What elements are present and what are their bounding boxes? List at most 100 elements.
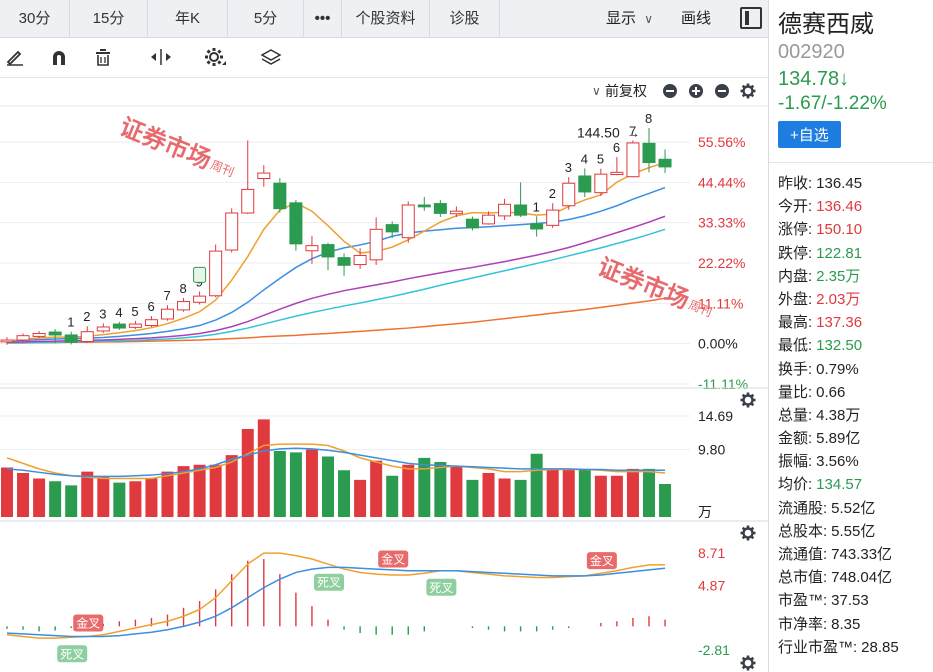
candle-body — [578, 175, 592, 193]
tab-15min[interactable]: 15分 — [70, 0, 148, 38]
macd-axis-label: 4.87 — [698, 577, 725, 593]
stat-label: 涨停: — [778, 221, 813, 239]
zoom-out-icon[interactable] — [663, 84, 677, 98]
price-axis-label: 11.11% — [698, 295, 743, 311]
gear-icon[interactable] — [740, 525, 756, 541]
cross-badge-label: 金叉 — [590, 553, 614, 568]
stat-row: 外盘: 2.03万 — [778, 288, 899, 311]
panel-toggle-icon[interactable] — [740, 7, 762, 29]
volume-bar — [530, 453, 543, 517]
stat-label: 总量: — [778, 406, 813, 424]
volume-ma2-line — [6, 447, 666, 478]
candle-body — [112, 323, 126, 329]
volume-bar — [273, 450, 286, 517]
candle-count-label: 2 — [549, 186, 556, 201]
magnet-icon[interactable] — [50, 49, 68, 67]
stat-label: 最低: — [778, 337, 813, 355]
layers-icon[interactable] — [260, 48, 282, 68]
volume-bar — [594, 475, 607, 517]
move-icon[interactable] — [150, 48, 172, 66]
tab-5min[interactable]: 5分 — [228, 0, 304, 38]
stat-value: 136.45 — [816, 175, 863, 192]
add-watchlist-button[interactable]: +自选 — [778, 121, 841, 148]
candle-body — [514, 204, 528, 216]
stat-row: 内盘: 2.35万 — [778, 265, 899, 288]
candle-count-label: 5 — [597, 152, 604, 167]
gear-icon[interactable] — [740, 392, 756, 408]
stat-row: 市盈™: 37.53 — [778, 589, 899, 612]
candle-body — [401, 204, 415, 239]
candle-body — [305, 245, 319, 252]
zoom-in-icon[interactable] — [689, 84, 703, 98]
candle-body — [610, 171, 624, 176]
candle-body — [16, 335, 30, 341]
stat-label: 最高: — [778, 314, 813, 332]
stat-label: 市盈™: — [778, 592, 828, 610]
volume-bar — [482, 472, 495, 517]
candle-count-label: 7 — [164, 288, 171, 303]
stat-value: 132.50 — [816, 337, 863, 355]
stat-value: 150.10 — [816, 221, 863, 239]
display-menu[interactable]: 显示 ∨ — [606, 0, 653, 38]
trash-icon[interactable] — [93, 47, 113, 67]
tab-stock-profile[interactable]: 个股资料 — [342, 0, 430, 38]
pencil-icon[interactable] — [6, 48, 24, 66]
gear-icon[interactable] — [740, 83, 756, 99]
candle-body — [321, 244, 335, 258]
tab-diagnosis[interactable]: 诊股 — [430, 0, 500, 38]
ma60-line — [7, 297, 666, 344]
candle-count-label: 1 — [67, 315, 74, 330]
more-tabs-button[interactable]: ••• — [304, 0, 342, 38]
tab-year-k[interactable]: 年K — [148, 0, 228, 38]
kline-chart[interactable]: ∨ 前复权 55.56% 44.44% 33.33% 22.22% 11.11% 0.00… — [0, 78, 768, 672]
candle-body — [626, 142, 640, 178]
price-axis-label: 0.00% — [698, 336, 738, 352]
stat-value: 122.81 — [816, 244, 863, 262]
settings-icon[interactable] — [204, 47, 226, 69]
stat-row: 流通股: 5.52亿 — [778, 497, 899, 520]
volume-bar — [289, 452, 302, 517]
stat-value: 2.03万 — [816, 290, 861, 308]
period-tab-bar: 30分 15分 年K 5分 ••• 个股资料 诊股 显示 ∨ 画线 — [0, 0, 768, 38]
volume-bar — [562, 468, 575, 517]
volume-bar — [370, 460, 383, 517]
price-axis-label: -11.11% — [698, 376, 748, 392]
candle-body — [225, 212, 239, 251]
candle-count-label: 6 — [147, 299, 154, 314]
tab-30min[interactable]: 30分 — [0, 0, 70, 38]
stat-value: 136.46 — [816, 198, 863, 216]
golden-cross-badge — [586, 552, 617, 570]
price-axis-label: 55.56% — [698, 134, 745, 150]
volume-bar — [209, 464, 222, 517]
draw-line-button[interactable]: 画线 — [681, 10, 712, 27]
stat-label: 跌停: — [778, 244, 813, 262]
adjust-mode-label[interactable]: 前复权 — [605, 83, 647, 99]
stat-value: 748.04亿 — [831, 569, 893, 587]
gear-icon[interactable] — [740, 655, 756, 671]
price-change: -1.67/-1.22% — [778, 93, 887, 114]
stat-row: 今开: 136.46 — [778, 195, 899, 218]
minimize-icon[interactable] — [715, 84, 729, 98]
stat-label: 量比: — [778, 383, 813, 401]
main-chart-settings-icon[interactable] — [740, 83, 756, 99]
volume-axis-label: 14.69 — [698, 408, 733, 424]
price-pane: 55.56% 44.44% 33.33% 22.22% 11.11% 0.00% -11.1… — [0, 111, 768, 392]
volume-bar — [659, 483, 672, 517]
macd-axis-label: -2.81 — [698, 642, 730, 658]
stat-row: 最高: 137.36 — [778, 311, 899, 334]
candle-count-label: 1 — [533, 199, 540, 214]
macd-dif-line — [6, 552, 666, 639]
candle-count-label: 6 — [613, 140, 620, 155]
last-price: 134.78↓ — [778, 68, 850, 90]
volume-bar — [225, 455, 238, 517]
td-nine-badge — [193, 266, 207, 283]
candle-body — [177, 301, 191, 311]
stat-value: 4.38万 — [816, 406, 861, 424]
stat-label: 总市值: — [778, 569, 828, 587]
volume-bar — [241, 428, 254, 517]
volume-bar — [626, 468, 639, 517]
candle-body — [128, 323, 142, 328]
stat-row: 跌停: 122.81 — [778, 242, 899, 265]
candle-count-label: 4 — [115, 305, 122, 320]
